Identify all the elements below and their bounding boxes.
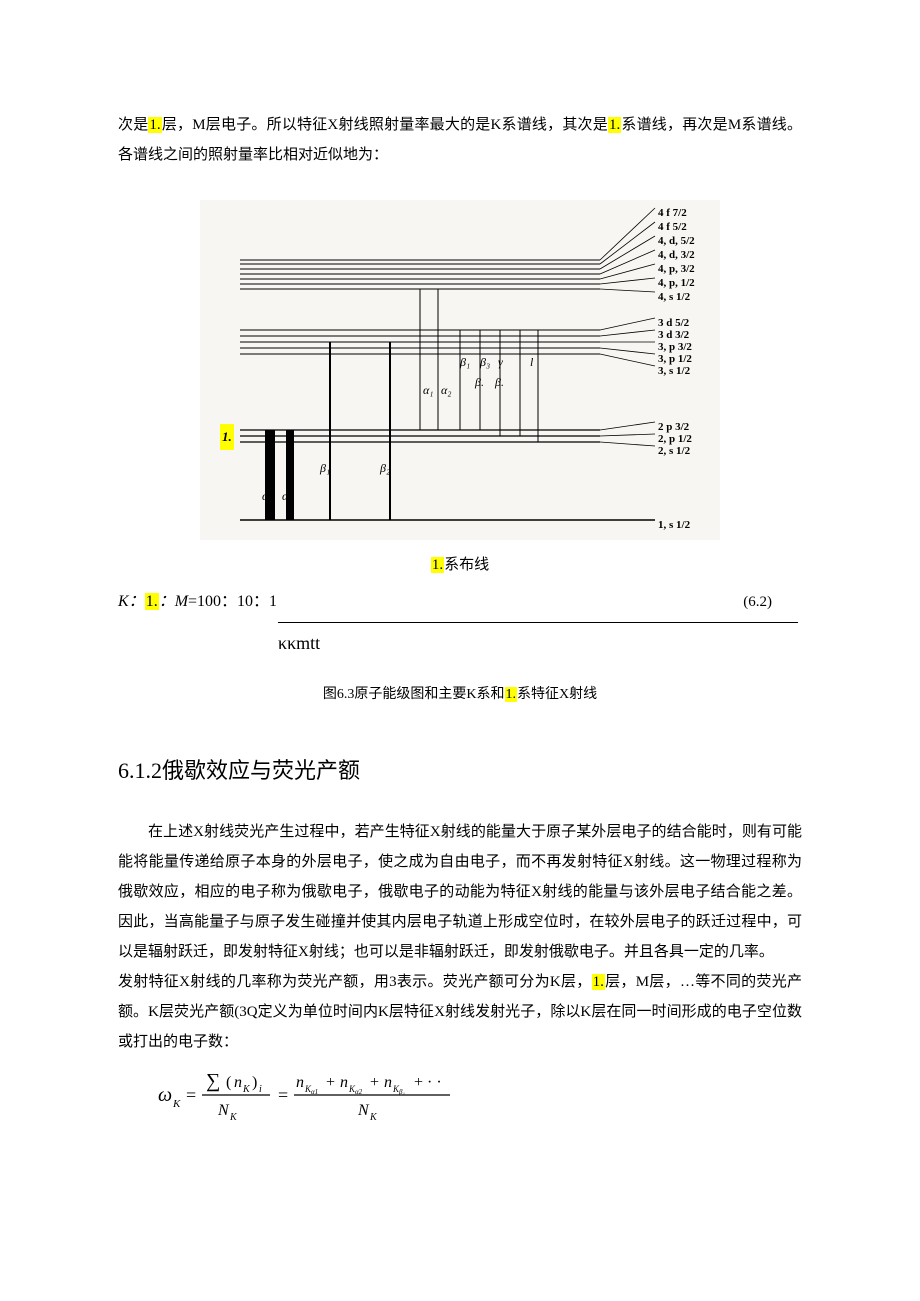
svg-text:∑: ∑ bbox=[206, 1070, 220, 1092]
gk-bp2: β. bbox=[495, 370, 504, 394]
gk-b1: β₁ bbox=[460, 350, 470, 374]
svg-text:N: N bbox=[217, 1102, 230, 1119]
gk-ka1: α₁ bbox=[262, 484, 272, 508]
svg-text:K: K bbox=[242, 1084, 251, 1095]
ratio-equation: K：1.：M=100：10：1 (6.2) bbox=[118, 586, 802, 618]
eq-pre: K： bbox=[118, 593, 145, 610]
lbl-4s12: 4, s 1/2 bbox=[658, 286, 690, 308]
diagram-sub-caption: 1.系布线 bbox=[118, 550, 802, 580]
svg-text:=: = bbox=[186, 1085, 196, 1105]
eq-text: K：1.：M=100：10：1 bbox=[118, 586, 277, 618]
body-para-1: 在上述X射线荧光产生过程中，若产生特征X射线的能量大于原子某外层电子的结合能时，… bbox=[118, 817, 802, 967]
p1-seg2: 层，M层电子。所以特征X射线照射量率最大的是K系谱线，其次是 bbox=[162, 117, 608, 133]
p2a: 发射特征X射线的几率称为荧光产额，用3表示。荧光产额可分为K层， bbox=[118, 974, 592, 990]
svg-text:+: + bbox=[326, 1074, 335, 1091]
svg-text:n: n bbox=[384, 1074, 392, 1091]
subcap-tail: 系布线 bbox=[444, 557, 489, 573]
gk-a1-upper: α₁ bbox=[423, 378, 433, 402]
svg-text:n: n bbox=[296, 1074, 304, 1091]
gk-kb1: β₁ bbox=[320, 456, 330, 480]
figcap-tail: 系特征X射线 bbox=[517, 687, 597, 702]
formula-svg: ω K = ∑ ( n K ) i N K = n K α1 + n K α2 … bbox=[158, 1065, 518, 1125]
fluorescence-yield-formula: ω K = ∑ ( n K ) i N K = n K α1 + n K α2 … bbox=[158, 1065, 802, 1136]
eq-rule bbox=[278, 622, 798, 623]
gk-a2-upper: α₂ bbox=[441, 378, 451, 402]
energy-level-diagram: 4 f 7/2 4 f 5/2 4, d, 5/2 4, d, 3/2 4, p… bbox=[200, 200, 720, 540]
eq-mid: ： bbox=[159, 593, 175, 610]
p1-hl2: 1. bbox=[608, 117, 621, 133]
diagram-left-hl: 1. bbox=[220, 424, 234, 450]
p1-seg1: 次是 bbox=[118, 117, 148, 133]
svg-text:K: K bbox=[172, 1098, 181, 1110]
svg-text:ω: ω bbox=[158, 1084, 172, 1106]
lbl-2s12: 2, s 1/2 bbox=[658, 440, 690, 462]
svg-text:i: i bbox=[259, 1084, 262, 1095]
gk-l: l bbox=[530, 350, 533, 374]
eq-hl: 1. bbox=[145, 593, 159, 610]
svg-text:=: = bbox=[278, 1085, 288, 1105]
body-para-2: 发射特征X射线的几率称为荧光产额，用3表示。荧光产额可分为K层，1.层，M层，…… bbox=[118, 967, 802, 1057]
lbl-3s12: 3, s 1/2 bbox=[658, 360, 690, 382]
gk-kb2: β₂ bbox=[380, 456, 390, 480]
svg-text:K: K bbox=[369, 1112, 378, 1123]
p2-hl: 1. bbox=[592, 974, 605, 990]
svg-text:K: K bbox=[229, 1112, 238, 1123]
eq-number: (6.2) bbox=[743, 587, 802, 617]
figure-caption: 图6.3原子能级图和主要K系和1.系特征X射线 bbox=[118, 681, 802, 709]
figcap-hl: 1. bbox=[505, 687, 518, 702]
svg-text:+: + bbox=[370, 1074, 379, 1091]
kkmtt-text: κκmtt bbox=[278, 625, 802, 661]
svg-text:+ · ·: + · · bbox=[414, 1074, 442, 1091]
gk-ka2: α₂ bbox=[282, 484, 292, 508]
svg-text:): ) bbox=[252, 1074, 257, 1091]
svg-text:n: n bbox=[234, 1074, 242, 1091]
p1-hl1: 1. bbox=[148, 117, 161, 133]
eq-m: M bbox=[175, 593, 188, 610]
section-heading: 6.1.2俄歇效应与荧光产额 bbox=[118, 749, 802, 793]
svg-text:N: N bbox=[357, 1102, 370, 1119]
svg-text:n: n bbox=[340, 1074, 348, 1091]
figcap-pre: 图6.3原子能级图和主要K系和 bbox=[323, 687, 505, 702]
svg-text:(: ( bbox=[226, 1074, 231, 1091]
intro-paragraph: 次是1.层，M层电子。所以特征X射线照射量率最大的是K系谱线，其次是1.系谱线，… bbox=[118, 110, 802, 170]
eq-tail: =100：10：1 bbox=[188, 593, 277, 610]
subcap-hl: 1. bbox=[431, 557, 444, 573]
lbl-1s12: 1, s 1/2 bbox=[658, 514, 690, 536]
gk-bp1: β. bbox=[475, 370, 484, 394]
